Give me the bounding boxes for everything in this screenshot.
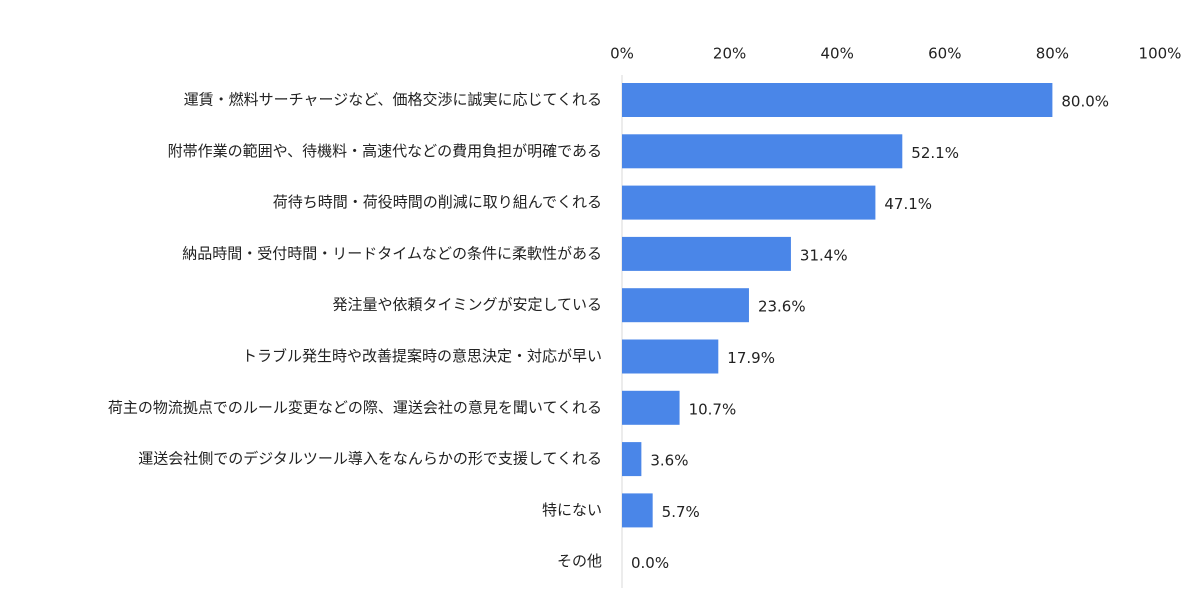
value-label: 52.1% xyxy=(911,144,959,162)
x-tick-label: 0% xyxy=(610,45,634,63)
bars xyxy=(622,83,1053,528)
bar xyxy=(622,390,680,425)
bar xyxy=(622,185,876,220)
category-label: トラブル発生時や改善提案時の意思決定・対応が早い xyxy=(242,347,602,365)
category-label: 運賃・燃料サーチャージなど、価格交渉に誠実に応じてくれる xyxy=(184,91,602,109)
category-label: その他 xyxy=(557,552,602,570)
x-tick-label: 20% xyxy=(713,45,746,63)
bar xyxy=(622,442,642,477)
value-label: 10.7% xyxy=(689,400,737,418)
x-axis-ticks: 0% 20% 40% 60% 80% 100% xyxy=(610,45,1181,63)
x-tick-label: 100% xyxy=(1139,45,1182,63)
value-label: 23.6% xyxy=(758,298,806,316)
x-tick-label: 40% xyxy=(821,45,854,63)
value-label: 3.6% xyxy=(650,452,688,470)
category-label: 発注量や依頼タイミングが安定している xyxy=(332,296,602,314)
bar xyxy=(622,134,903,169)
value-label: 0.0% xyxy=(631,554,669,572)
value-label: 47.1% xyxy=(884,195,932,213)
bar xyxy=(622,236,791,271)
bar xyxy=(622,288,749,323)
value-label: 17.9% xyxy=(727,349,775,367)
x-tick-label: 80% xyxy=(1036,45,1069,63)
value-label: 80.0% xyxy=(1061,93,1109,111)
category-labels: 運賃・燃料サーチャージなど、価格交渉に誠実に応じてくれる附帯作業の範囲や、待機料… xyxy=(108,91,602,571)
bar xyxy=(622,493,653,528)
category-label: 運送会社側でのデジタルツール導入をなんらかの形で支援してくれる xyxy=(138,450,602,468)
value-label: 5.7% xyxy=(662,503,700,521)
category-label: 荷主の物流拠点でのルール変更などの際、運送会社の意見を聞いてくれる xyxy=(108,398,602,416)
category-label: 荷待ち時間・荷役時間の削減に取り組んでくれる xyxy=(273,193,602,211)
category-label: 附帯作業の範囲や、待機料・高速代などの費用負担が明確である xyxy=(168,142,602,160)
category-label: 納品時間・受付時間・リードタイムなどの条件に柔軟性がある xyxy=(182,244,602,262)
bar xyxy=(622,339,719,374)
value-label: 31.4% xyxy=(800,246,848,264)
category-label: 特にない xyxy=(542,501,602,519)
x-tick-label: 60% xyxy=(928,45,961,63)
value-labels: 80.0% 52.1% 47.1% 31.4% 23.6% 17.9% 10.7% 3.6% 5… xyxy=(631,93,1109,573)
bar xyxy=(622,83,1053,117)
